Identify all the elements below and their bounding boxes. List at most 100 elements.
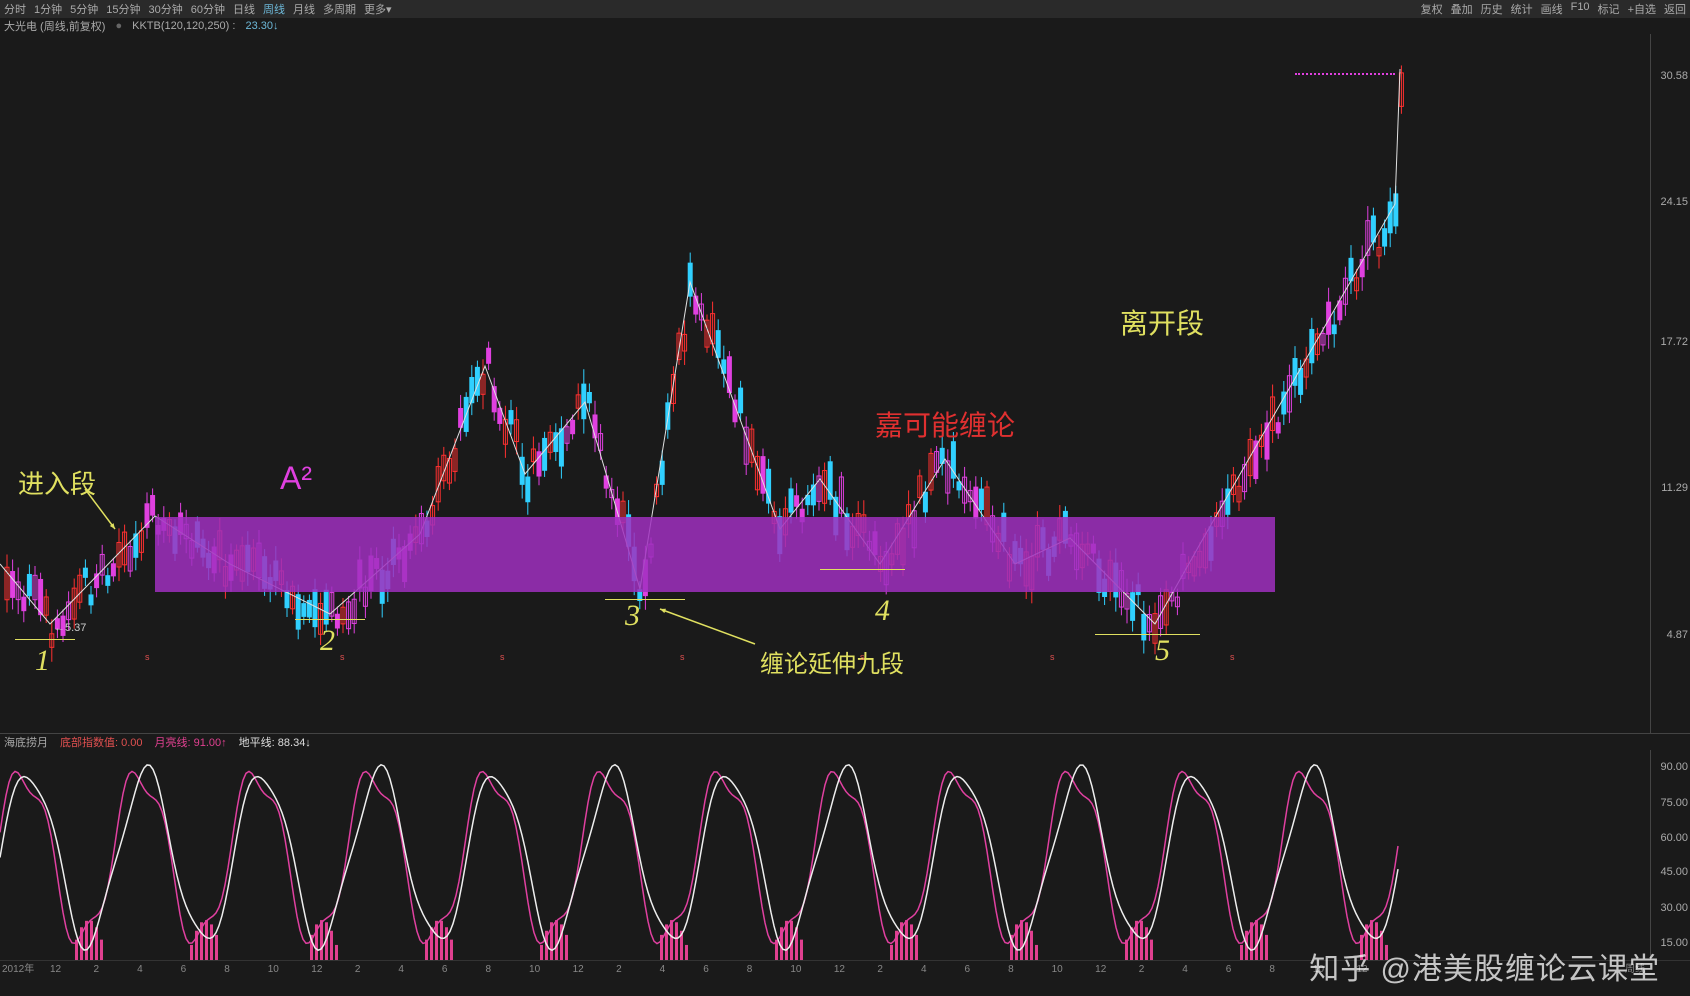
top-menu: 分时 1分钟 5分钟 15分钟 30分钟 60分钟日线周线月线多周期更多▾ 复权叠加历史统…: [0, 0, 1690, 18]
timeframe-2[interactable]: 5分钟: [70, 1, 98, 17]
sub-y-axis: 90.00 75.00 60.00 45.00 30.00 15.00: [1650, 750, 1690, 960]
time-start: 2012年: [2, 960, 34, 975]
time-tick: 2: [1139, 964, 1145, 975]
sub-y-label: 60.00: [1660, 832, 1688, 844]
menu-left: 分时 1分钟 5分钟 15分钟 30分钟 60分钟日线周线月线多周期更多▾: [4, 1, 392, 17]
tool-5[interactable]: F10: [1571, 1, 1590, 17]
y-label: 30.58: [1660, 70, 1688, 82]
small-mark: s: [340, 652, 345, 662]
low-price-tag: ←5.37: [54, 622, 86, 634]
time-tick: 12: [311, 964, 322, 975]
annotation-2: 嘉可能缠论: [875, 404, 1015, 444]
sub-y-label: 45.00: [1660, 866, 1688, 878]
timeframe-0[interactable]: 分时: [4, 1, 26, 17]
segment-number-1: 1: [35, 644, 50, 678]
underline-3: [820, 569, 905, 570]
sub-chart[interactable]: 90.00 75.00 60.00 45.00 30.00 15.00: [0, 750, 1690, 960]
y-label: 4.87: [1667, 629, 1688, 641]
annotation-0: 进入段: [18, 464, 96, 501]
timeframe-7[interactable]: 周线: [263, 1, 285, 17]
segment-number-3: 3: [625, 599, 640, 633]
timeframe-4[interactable]: 30分钟: [149, 1, 183, 17]
indicator-name: KKTB(120,120,250) :: [132, 20, 235, 32]
tool-1[interactable]: 叠加: [1451, 1, 1473, 17]
time-tick: 8: [485, 964, 491, 975]
segment-number-4: 4: [875, 594, 890, 628]
small-mark: s: [1230, 652, 1235, 662]
timeframe-1[interactable]: 1分钟: [34, 1, 62, 17]
time-tick: 4: [1182, 964, 1188, 975]
sub-info-bar: 海底捞月底部指数值: 0.00 月亮线: 91.00↑ 地平线: 88.34↓: [0, 734, 1690, 750]
time-tick: 2: [94, 964, 100, 975]
time-tick: 8: [747, 964, 753, 975]
time-tick: 12: [573, 964, 584, 975]
stock-name: 大光电 (周线,前复权): [4, 18, 105, 34]
sub-info-3: 地平线: 88.34↓: [239, 734, 311, 750]
annotation-4: 缠论延伸九段: [760, 644, 904, 679]
underline-4: [1095, 634, 1200, 635]
time-tick: 6: [965, 964, 971, 975]
timeframe-3[interactable]: 15分钟: [106, 1, 140, 17]
segment-number-2: 2: [320, 624, 335, 658]
sub-info-0: 海底捞月: [4, 734, 48, 750]
y-label: 24.15: [1660, 196, 1688, 208]
tool-0[interactable]: 复权: [1421, 1, 1443, 17]
time-tick: 10: [529, 964, 540, 975]
consolidation-zone: [155, 517, 1275, 592]
menu-right: 复权叠加历史统计画线 F10 标记 +自选返回: [1421, 1, 1686, 17]
main-y-axis: 30.58 24.15 17.72 11.29 4.87: [1650, 34, 1690, 733]
annotation-1: A²: [280, 460, 312, 497]
time-tick: 2: [355, 964, 361, 975]
time-tick: 8: [1008, 964, 1014, 975]
time-tick: 4: [660, 964, 666, 975]
time-tick: 10: [1052, 964, 1063, 975]
time-tick: 10: [790, 964, 801, 975]
main-chart[interactable]: 30.58 24.15 17.72 11.29 4.87 ←5.37 进入段 A² 嘉可能缠论…: [0, 34, 1690, 734]
timeframe-8[interactable]: 月线: [293, 1, 315, 17]
time-tick: 4: [921, 964, 927, 975]
time-tick: 2: [616, 964, 622, 975]
sub-info-1: 底部指数值: 0.00: [60, 734, 143, 750]
small-mark: s: [680, 652, 685, 662]
time-tick: 4: [137, 964, 143, 975]
time-tick: 12: [1095, 964, 1106, 975]
indicator-value: 23.30↓: [245, 20, 278, 32]
small-mark: s: [500, 652, 505, 662]
info-bar: 大光电 (周线,前复权) ● KKTB(120,120,250) : 23.30…: [0, 18, 1690, 34]
time-tick: 6: [442, 964, 448, 975]
time-tick: 12: [50, 964, 61, 975]
underline-1: [295, 619, 365, 620]
time-tick: 10: [268, 964, 279, 975]
timeframe-9[interactable]: 多周期: [323, 1, 356, 17]
y-label: 11.29: [1661, 482, 1688, 494]
watermark: 知乎 @港美股缠论云课堂: [1309, 944, 1660, 988]
timeframe-10[interactable]: 更多▾: [364, 1, 392, 17]
tool-8[interactable]: 返回: [1664, 1, 1686, 17]
annotation-3: 离开段: [1120, 302, 1204, 342]
tool-2[interactable]: 历史: [1481, 1, 1503, 17]
underline-0: [15, 639, 75, 640]
time-tick: 6: [703, 964, 709, 975]
time-tick: 4: [398, 964, 404, 975]
sub-y-label: 75.00: [1660, 797, 1688, 809]
time-tick: 12: [834, 964, 845, 975]
tool-4[interactable]: 画线: [1541, 1, 1563, 17]
sub-y-label: 15.00: [1660, 937, 1688, 949]
time-tick: 2: [877, 964, 883, 975]
timeframe-6[interactable]: 日线: [233, 1, 255, 17]
dotted-high-mark: [1295, 73, 1395, 75]
sub-info-2: 月亮线: 91.00↑: [155, 734, 227, 750]
small-mark: s: [1050, 652, 1055, 662]
time-tick: 8: [224, 964, 230, 975]
time-tick: 6: [1226, 964, 1232, 975]
sub-y-label: 90.00: [1660, 761, 1688, 773]
tool-6[interactable]: 标记: [1598, 1, 1620, 17]
y-label: 17.72: [1660, 336, 1688, 348]
time-tick: 6: [181, 964, 187, 975]
tool-7[interactable]: +自选: [1628, 1, 1656, 17]
segment-number-5: 5: [1155, 634, 1170, 668]
tool-3[interactable]: 统计: [1511, 1, 1533, 17]
sub-y-label: 30.00: [1660, 902, 1688, 914]
time-tick: 8: [1269, 964, 1275, 975]
timeframe-5[interactable]: 60分钟: [191, 1, 225, 17]
